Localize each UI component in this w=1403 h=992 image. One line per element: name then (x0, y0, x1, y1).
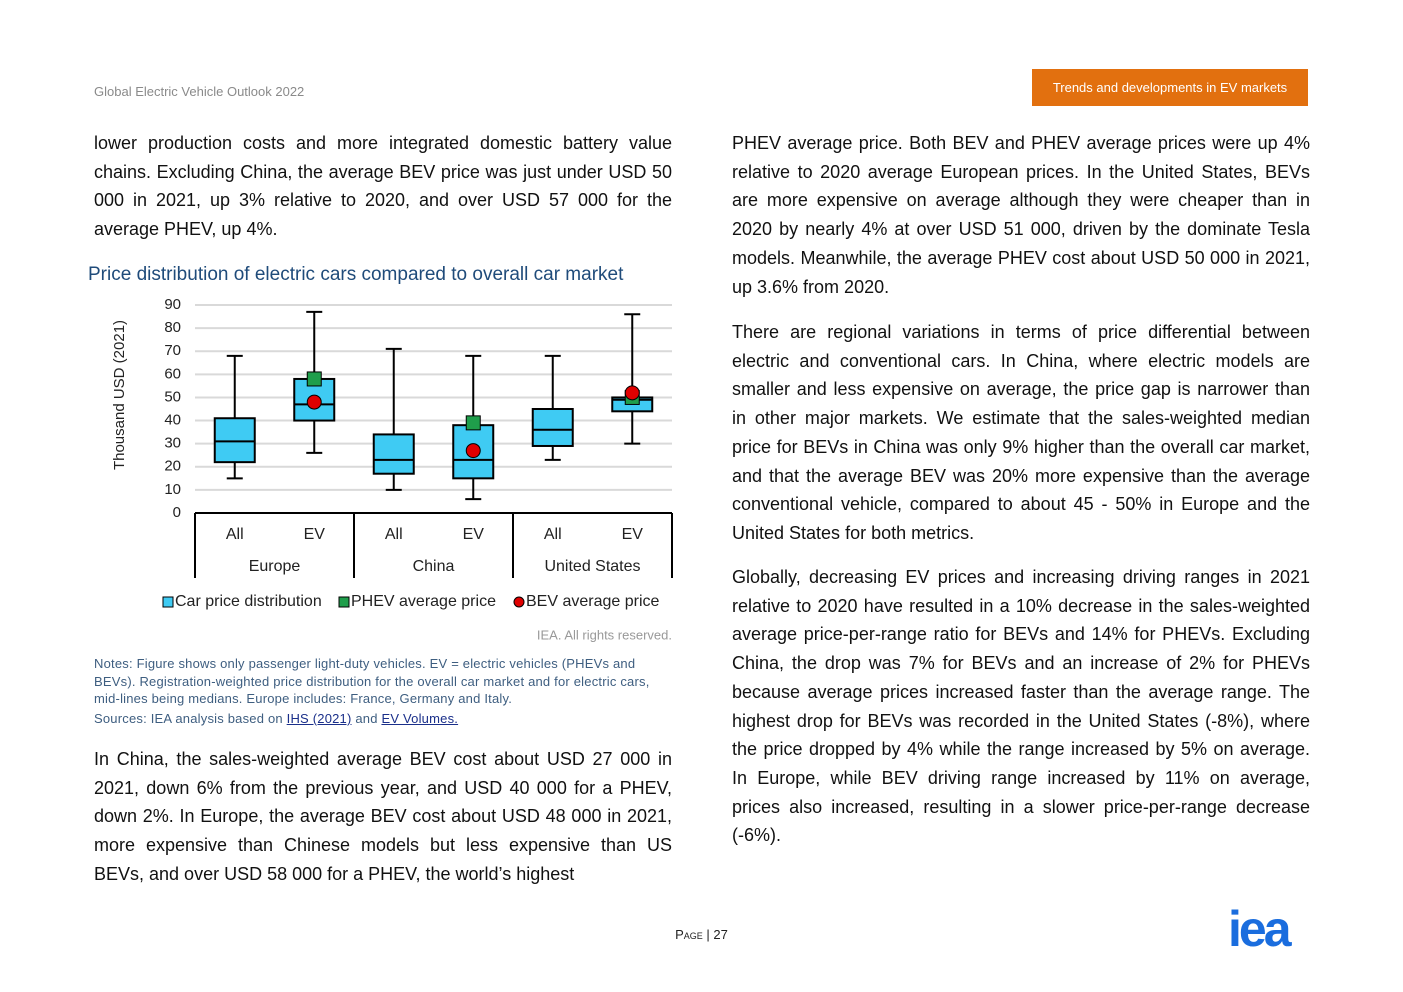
source-link[interactable]: IHS (2021) (286, 711, 352, 726)
paragraph: PHEV average price. Both BEV and PHEV av… (732, 133, 1310, 297)
y-tick-label: 30 (164, 435, 181, 452)
notes: Notes: Figure shows only passenger light… (94, 656, 650, 706)
x-tick-label: EV (622, 526, 644, 543)
y-tick-label: 90 (164, 296, 181, 313)
bev-marker (465, 443, 481, 459)
legend-swatch (162, 596, 174, 608)
y-tick-label: 0 (173, 504, 181, 521)
box (372, 433, 415, 475)
page-number: Page | 27 (675, 927, 728, 942)
phev-marker (306, 371, 322, 387)
x-tick-label: EV (463, 526, 485, 543)
sources: Sources: IEA analysis based on IHS (2021… (94, 710, 674, 728)
legend-swatch (338, 596, 350, 608)
bev-marker (624, 385, 640, 401)
legend-label: BEV average price (526, 593, 660, 610)
group-label: United States (544, 558, 640, 575)
y-tick-label: 10 (164, 481, 181, 498)
y-tick-label: 70 (164, 342, 181, 359)
box (531, 408, 574, 447)
group-label: Europe (249, 558, 301, 575)
y-tick-label: 40 (164, 412, 181, 429)
phev-marker (465, 415, 481, 431)
y-tick-label: 50 (164, 388, 181, 405)
x-tick-label: All (226, 526, 244, 543)
sources-text: Sources: IEA analysis based on (94, 711, 283, 726)
copyright: IEA. All rights reserved. (537, 627, 672, 642)
chart-title: Price distribution of electric cars comp… (88, 264, 624, 285)
legend-label: PHEV average price (351, 593, 496, 610)
group-label: China (413, 558, 455, 575)
paragraph: Globally, decreasing EV prices and incre… (732, 567, 1310, 846)
legend-label: Car price distribution (175, 593, 322, 610)
sources-text: and (355, 711, 378, 726)
source-link[interactable]: EV Volumes. (381, 711, 459, 726)
chart: Price distribution of electric cars comp… (88, 264, 673, 642)
y-tick-label: 20 (164, 458, 181, 475)
header-title: Global Electric Vehicle Outlook 2022 (94, 84, 305, 99)
box (213, 417, 256, 464)
paragraph: There are regional variations in terms o… (732, 322, 1310, 543)
header-tab: Trends and developments in EV markets (1032, 69, 1308, 106)
x-tick-label: All (544, 526, 562, 543)
x-tick-label: All (385, 526, 403, 543)
paragraph: In China, the sales-weighted average BEV… (94, 749, 672, 884)
y-tick-label: 60 (164, 365, 181, 382)
y-axis-label: Thousand USD (2021) (111, 320, 128, 470)
x-tick-label: EV (304, 526, 326, 543)
logo: iea (1228, 901, 1291, 957)
paragraph: lower production costs and more integrat… (94, 133, 672, 240)
bev-marker (306, 394, 322, 410)
legend-swatch (513, 596, 525, 608)
y-tick-label: 80 (164, 319, 181, 336)
